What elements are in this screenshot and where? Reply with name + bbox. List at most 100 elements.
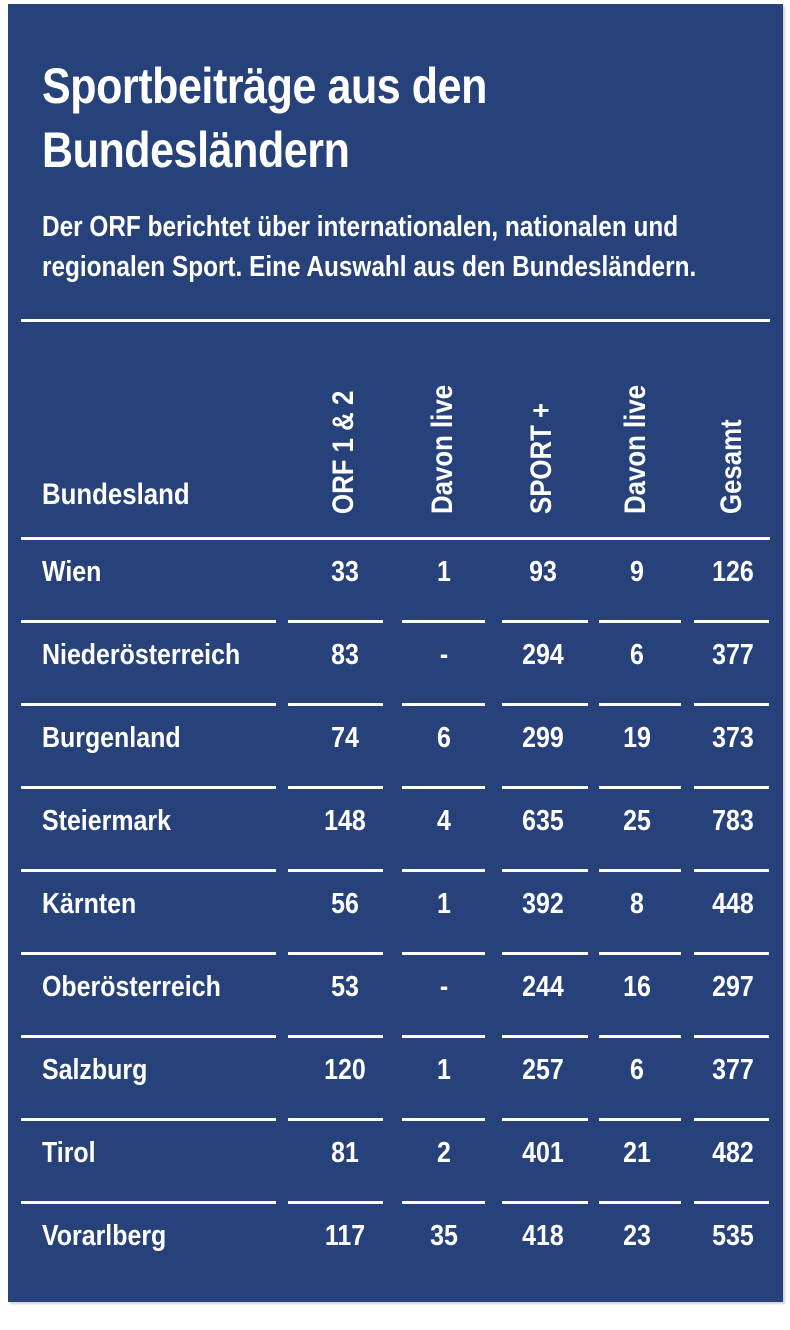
table-cell: 482 [712,1137,754,1169]
table-cell: 83 [331,639,359,671]
row-label: Tirol [42,1137,96,1169]
table-cell: 2 [437,1137,451,1169]
table-row: Wien 33 1 93 9 126 [8,540,783,623]
table-cell: 418 [522,1220,564,1252]
row-divider [288,1118,383,1121]
table-cell: 93 [529,556,557,588]
table-cell: 126 [712,556,754,588]
table-cell: 6 [437,722,451,754]
table-cell: 117 [324,1220,366,1252]
table-cell: 1 [437,1054,451,1086]
row-divider [694,786,769,789]
row-divider [599,952,681,955]
row-divider [402,703,485,706]
table-cell: - [439,639,449,671]
row-divider [502,1201,588,1204]
table-cell: 53 [331,971,359,1003]
table-cell: 297 [712,971,754,1003]
column-header-orf: ORF 1 & 2 [327,390,360,514]
header-divider [21,537,770,540]
table-cell: 448 [712,888,754,920]
table-cell: 1 [437,556,451,588]
row-divider [694,1035,769,1038]
table-row: Salzburg 120 1 257 6 377 [8,1038,783,1121]
row-label: Kärnten [42,888,137,920]
table-cell: 25 [623,805,651,837]
row-divider [21,620,276,623]
row-divider [694,869,769,872]
table-cell: 6 [630,639,644,671]
row-divider [402,1118,485,1121]
row-divider [21,952,276,955]
row-divider [694,1201,769,1204]
subtitle-line-1: Der ORF berichtet über internationalen, … [42,211,679,243]
row-divider [599,869,681,872]
row-divider [502,786,588,789]
row-divider [288,1201,383,1204]
table-cell: 16 [623,971,651,1003]
row-label: Salzburg [42,1054,148,1086]
table-cell: 377 [712,1054,754,1086]
table-cell: 6 [630,1054,644,1086]
row-label: Niederösterreich [42,639,241,671]
row-divider [599,620,681,623]
row-label: Burgenland [42,722,181,754]
table-row: Burgenland 74 6 299 19 373 [8,706,783,789]
table-row: Steiermark 148 4 635 25 783 [8,789,783,872]
row-divider [599,786,681,789]
table-cell: 377 [712,639,754,671]
table-row: Tirol 81 2 401 21 482 [8,1121,783,1204]
row-divider [599,1118,681,1121]
table-cell: 23 [623,1220,651,1252]
table-cell: 244 [522,971,564,1003]
row-divider [21,869,276,872]
table-cell: 4 [437,805,451,837]
row-divider [288,869,383,872]
table-cell: 81 [331,1137,359,1169]
row-divider [599,703,681,706]
table-cell: 33 [331,556,359,588]
row-label: Oberösterreich [42,971,221,1003]
row-divider [694,1118,769,1121]
row-divider [402,1035,485,1038]
table-cell: 783 [712,805,754,837]
table-cell: 19 [623,722,651,754]
row-divider [288,786,383,789]
table-cell: 1 [437,888,451,920]
table-cell: 74 [331,722,359,754]
table-cell: 8 [630,888,644,920]
row-divider [502,869,588,872]
row-label: Steiermark [42,805,171,837]
row-divider [402,869,485,872]
row-divider [21,786,276,789]
row-divider [288,620,383,623]
row-divider [502,620,588,623]
table-cell: 401 [522,1137,564,1169]
table-cell: 635 [522,805,564,837]
table-cell: 257 [522,1054,564,1086]
row-divider [21,1118,276,1121]
row-divider [694,620,769,623]
title-line-2: Bundesländern [42,122,350,178]
table-subtitle: Der ORF berichtet über internationalen, … [42,207,696,287]
table-card: Sportbeiträge aus den Bundesländern Der … [8,4,783,1302]
table-row: Niederösterreich 83 - 294 6 377 [8,623,783,706]
row-divider [502,1035,588,1038]
row-divider [502,1118,588,1121]
subtitle-line-2: regionalen Sport. Eine Auswahl aus den B… [42,251,697,283]
column-header-bundesland: Bundesland [42,478,190,511]
row-divider [288,952,383,955]
column-header-gesamt: Gesamt [715,419,748,514]
row-divider [599,1201,681,1204]
table-cell: 373 [712,722,754,754]
row-label: Wien [42,556,102,588]
table-cell: 148 [324,805,366,837]
table-cell: 392 [522,888,564,920]
row-divider [288,703,383,706]
table-row: Oberösterreich 53 - 244 16 297 [8,955,783,1038]
row-divider [21,1035,276,1038]
column-header-davon-live-sport: Davon live [619,384,652,514]
row-divider [402,786,485,789]
table-cell: 299 [522,722,564,754]
table-cell: 56 [331,888,359,920]
